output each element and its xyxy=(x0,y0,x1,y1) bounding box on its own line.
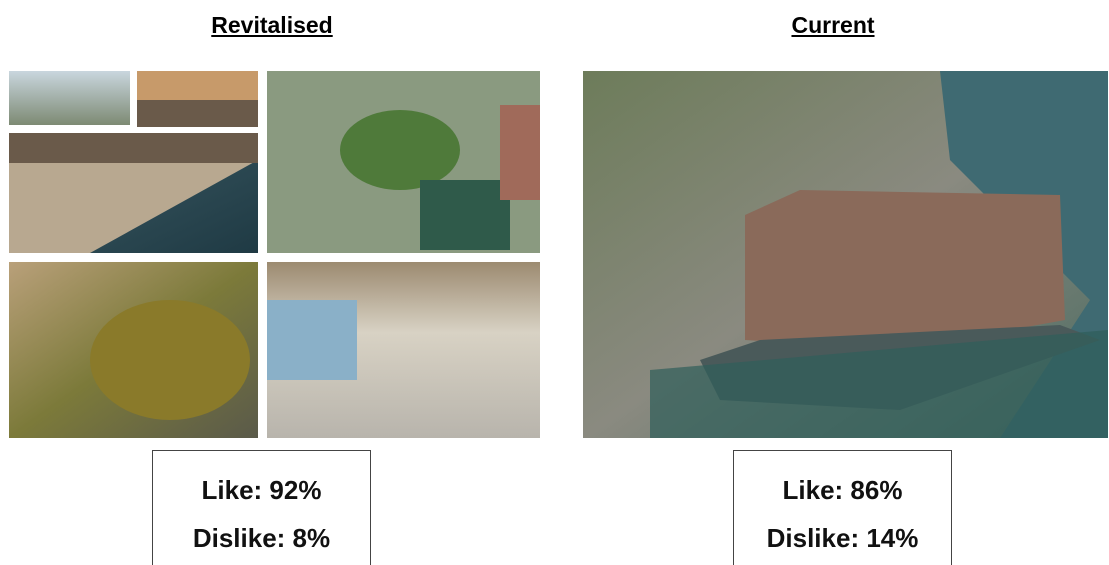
photo-detail xyxy=(90,300,250,420)
stats-box: Like: 92% Dislike: 8% xyxy=(152,450,371,565)
like-stat: Like: 92% xyxy=(201,475,322,505)
stats-box: Like: 86% Dislike: 14% xyxy=(733,450,952,565)
dislike-stat: Dislike: 8% xyxy=(192,523,331,553)
photo-detail xyxy=(420,180,510,250)
revitalised-collage xyxy=(9,71,540,438)
heading: Revitalised xyxy=(211,12,333,38)
heading: Current xyxy=(791,12,875,38)
photo-detail xyxy=(9,140,258,253)
photo-detail xyxy=(340,110,460,190)
photo-detail xyxy=(650,330,1108,438)
photo-detail xyxy=(745,190,1065,350)
photo xyxy=(9,71,130,125)
like-stat: Like: 86% xyxy=(782,475,903,505)
images xyxy=(9,71,1108,438)
photo-detail xyxy=(500,105,540,200)
photo-detail xyxy=(9,133,258,163)
dislike-stat: Dislike: 14% xyxy=(766,523,919,553)
photo-detail xyxy=(267,300,357,380)
photo-detail xyxy=(137,100,258,127)
current-photo xyxy=(583,71,1108,438)
